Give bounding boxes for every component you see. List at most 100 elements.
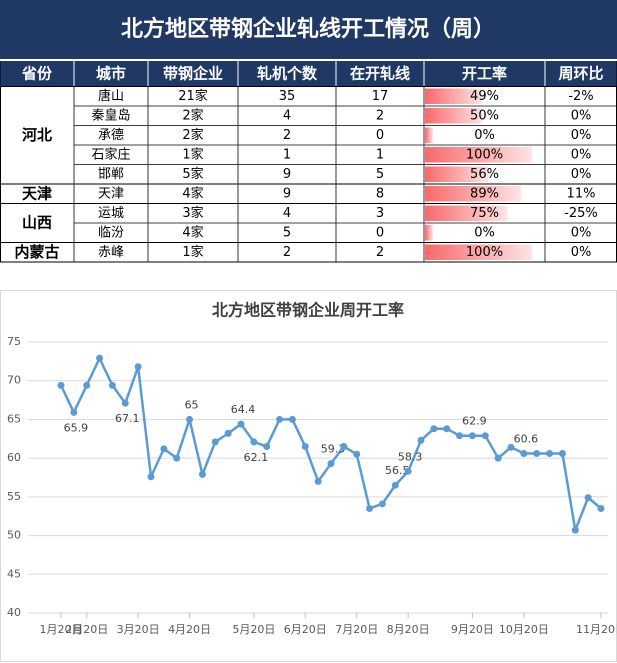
table-cell: 0% [571, 128, 592, 143]
table-cell: 0% [571, 225, 592, 240]
x-tick-label: 9月20日 [451, 623, 494, 636]
province-cell: 山西 [22, 214, 52, 232]
data-label: 60.6 [514, 432, 539, 445]
table-cell: -25% [564, 206, 598, 221]
table-cell: 4 [283, 206, 291, 221]
table-cell: 21家 [178, 88, 208, 104]
series-point [96, 354, 104, 362]
series-point [546, 449, 554, 457]
table-cell: 4 [283, 108, 291, 123]
table-cell: 8 [376, 186, 384, 201]
series-point [121, 399, 129, 407]
table-cell: 2 [283, 128, 291, 143]
table-cell: 承德 [98, 128, 124, 143]
series-point [288, 415, 296, 423]
data-bar [425, 166, 489, 182]
series-point [186, 415, 194, 423]
series-point [378, 500, 386, 508]
table-cell: -2% [568, 89, 593, 104]
data-label: 58.3 [398, 450, 423, 463]
series-point [584, 494, 592, 502]
table-cell: 天津 [98, 186, 124, 201]
table-cell: 赤峰 [98, 245, 124, 260]
data-label: 62.9 [462, 415, 487, 428]
data-bar [425, 205, 508, 221]
series-point [366, 504, 374, 512]
table-cell: 0 [376, 128, 384, 143]
table-cell: 2家 [182, 127, 203, 143]
title-bar [0, 0, 617, 59]
series-point [430, 425, 438, 433]
series-point [507, 443, 515, 451]
series-point [237, 420, 245, 428]
series-point [558, 449, 566, 457]
table-cell: 唐山 [98, 88, 124, 104]
table-cell: 0% [571, 108, 592, 123]
table-cell: 5家 [182, 166, 203, 182]
header-cell: 轧机个数 [257, 65, 318, 83]
province-cell: 河北 [22, 126, 52, 144]
table-cell: 1家 [182, 146, 203, 162]
x-tick-label: 1月20日 [40, 623, 83, 636]
table-cell: 50% [470, 108, 499, 123]
table-cell: 0% [474, 225, 495, 240]
table-cell: 9 [283, 186, 291, 201]
x-tick-label: 8月20日 [387, 623, 430, 636]
table-cell: 临汾 [98, 225, 124, 240]
header-bar [0, 61, 617, 86]
series-point [391, 481, 399, 489]
table-cell: 49% [470, 89, 499, 104]
x-tick-label: 11月20日 [576, 623, 617, 636]
table-cell: 100% [466, 147, 503, 162]
data-label: 64.4 [231, 403, 256, 416]
series-point [456, 432, 464, 440]
series-point [211, 438, 219, 446]
data-bar [425, 244, 532, 260]
data-bar [425, 108, 483, 124]
header-cell: 周环比 [558, 65, 603, 83]
header-cell: 在开轧线 [350, 65, 410, 83]
table-cell: 1家 [182, 244, 203, 260]
table-cell: 2家 [182, 107, 203, 123]
table-cell: 4家 [182, 224, 203, 240]
series-point [224, 429, 232, 437]
data-bar [425, 88, 482, 104]
table-cell: 1 [283, 147, 291, 162]
series-point [263, 443, 271, 451]
table-cell: 0 [376, 225, 384, 240]
table-cell: 4家 [182, 185, 203, 201]
data-label: 65.9 [64, 421, 89, 434]
series-point [353, 450, 361, 458]
table-cell: 89% [470, 186, 499, 201]
table-cell: 0% [571, 245, 592, 260]
table-cell: 0% [474, 128, 495, 143]
data-label: 62.1 [244, 451, 269, 464]
series-point [198, 470, 206, 478]
data-bar [425, 127, 433, 143]
y-tick-label: 55 [7, 490, 21, 503]
table-cell: 0% [571, 147, 592, 162]
series-point [134, 363, 142, 371]
series-point [404, 467, 412, 475]
series-point [173, 454, 181, 462]
table-cell: 2 [376, 245, 384, 260]
data-label: 56.5 [385, 464, 410, 477]
y-tick-label: 45 [7, 567, 21, 580]
y-tick-label: 40 [7, 606, 21, 619]
series-point [468, 432, 476, 440]
series-point [494, 454, 502, 462]
x-tick-label: 4月20日 [168, 623, 211, 636]
y-tick-label: 75 [7, 335, 21, 348]
table-cell: 5 [376, 167, 384, 182]
table-cell: 2 [283, 245, 291, 260]
x-tick-label: 2月20日 [65, 623, 108, 636]
series-point [417, 436, 425, 444]
series-point [314, 477, 322, 485]
series-point [147, 473, 155, 481]
table-cell: 3家 [182, 205, 203, 221]
province-cell: 天津 [22, 184, 52, 202]
series-point [340, 443, 348, 451]
data-label: 59.3 [321, 443, 346, 456]
table-cell: 2 [376, 108, 384, 123]
